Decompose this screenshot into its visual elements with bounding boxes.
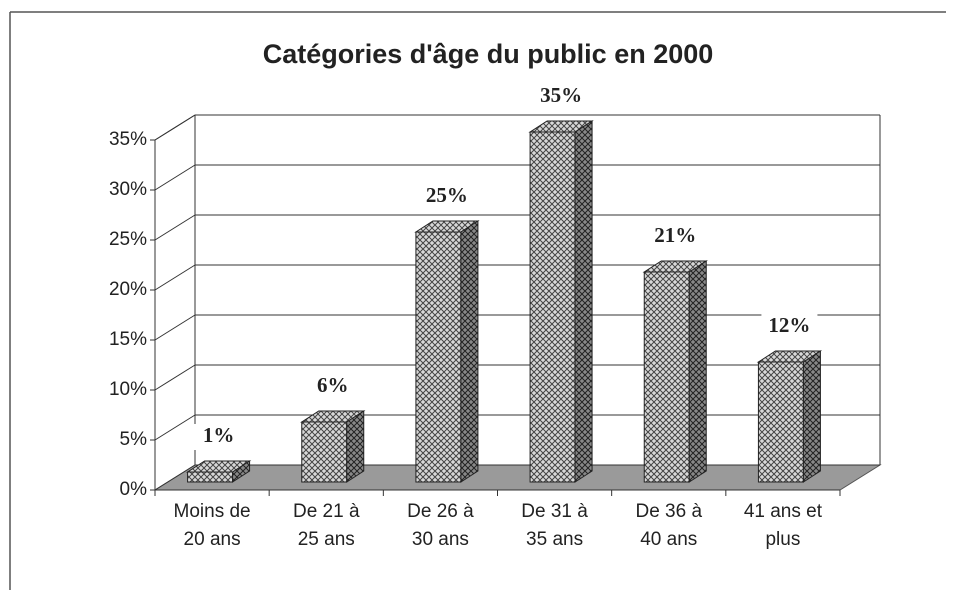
- y-tick-label: 25%: [109, 229, 147, 250]
- x-tick-label: 41 ans et plus: [743, 501, 822, 550]
- bar: [414, 220, 480, 483]
- bar-side: [232, 460, 251, 483]
- grid-line: [154, 314, 196, 341]
- bar-side: [574, 120, 593, 483]
- grid-line: [154, 114, 196, 141]
- y-tick-label: 5%: [120, 429, 148, 450]
- bar-front: [301, 421, 348, 483]
- x-tick-label: De 26 à 30 ans: [407, 501, 474, 550]
- grid-line: [154, 464, 196, 491]
- bar-front: [757, 361, 804, 483]
- value-label: 6%: [317, 373, 349, 397]
- value-label-bg: [418, 184, 475, 210]
- x-tick-label: De 36 à 40 ans: [635, 501, 703, 550]
- y-tick-label: 15%: [109, 329, 147, 350]
- bar-front: [187, 471, 234, 483]
- value-label: 21%: [654, 223, 696, 247]
- bar: [756, 350, 823, 483]
- grid-line: [154, 264, 196, 291]
- y-tick-label: 0%: [120, 479, 148, 500]
- value-label: 35%: [540, 83, 582, 107]
- bar: [528, 120, 594, 483]
- y-tick-label: 10%: [109, 379, 147, 400]
- y-tick-label: 30%: [109, 179, 147, 200]
- bar-side: [346, 410, 365, 483]
- bar-front: [529, 131, 576, 483]
- x-tick-label: De 31 à 35 ans: [521, 501, 588, 550]
- bar: [300, 410, 366, 483]
- bar-side: [802, 350, 821, 483]
- grid-line: [154, 164, 196, 191]
- chart-title: Catégories d'âge du public en 2000: [263, 39, 714, 69]
- value-label-bg: [533, 84, 590, 110]
- value-label: 1%: [203, 423, 235, 447]
- value-label: 12%: [768, 313, 810, 337]
- value-label: 25%: [426, 183, 468, 207]
- x-tick-label: Moins de 20 ans: [173, 501, 251, 550]
- grid-line: [154, 214, 196, 241]
- value-label-bg: [647, 224, 704, 250]
- y-tick-label: 20%: [109, 279, 147, 300]
- value-label-bg: [190, 424, 247, 450]
- bar: [185, 460, 252, 483]
- bar-side: [688, 260, 707, 483]
- x-tick-label: De 21 à 25 ans: [292, 501, 360, 550]
- bar: [642, 260, 708, 483]
- grid-line: [154, 414, 196, 441]
- value-label-bg: [761, 314, 818, 340]
- bar-side: [460, 220, 479, 483]
- grid-line: [154, 364, 196, 391]
- frame: [9, 11, 946, 590]
- y-tick-label: 35%: [109, 129, 147, 150]
- bar-front: [643, 271, 690, 483]
- value-label-bg: [304, 374, 361, 400]
- bar-front: [415, 231, 462, 483]
